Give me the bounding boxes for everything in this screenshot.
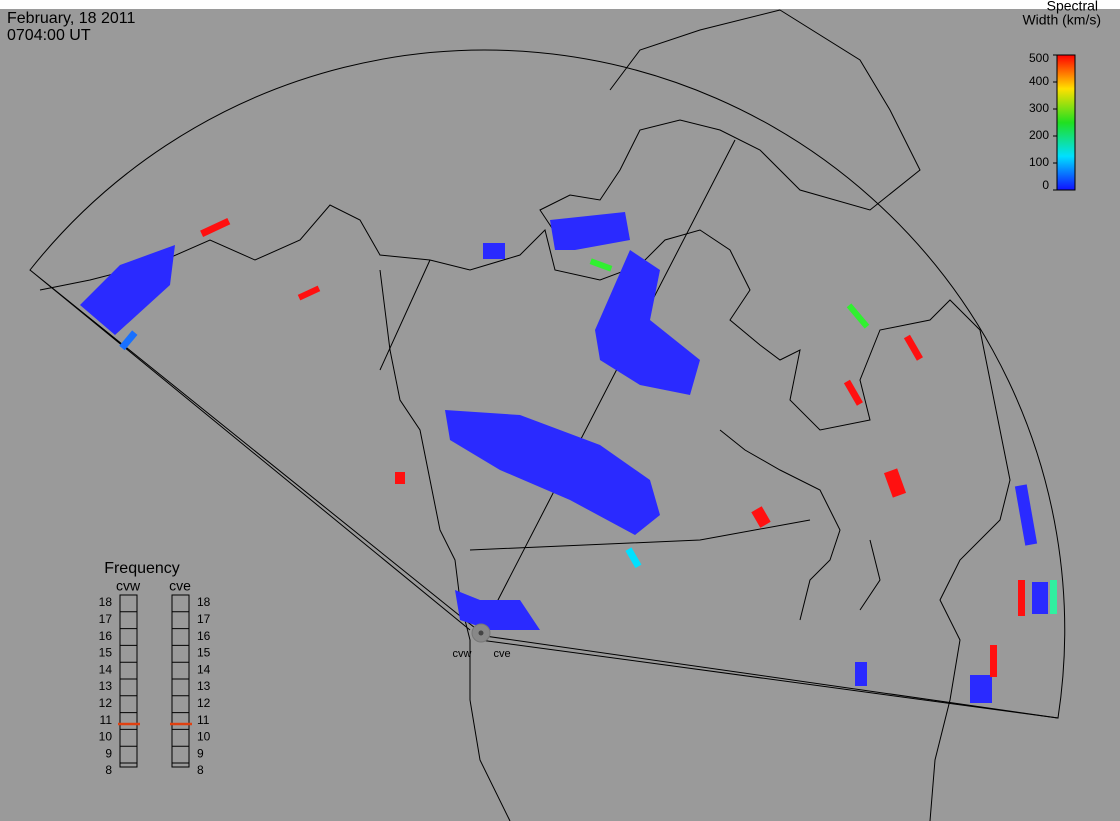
coastline bbox=[719, 429, 881, 621]
top-strip bbox=[0, 0, 1120, 9]
frequency-box bbox=[171, 594, 190, 768]
border bbox=[379, 259, 1059, 719]
frequency-box bbox=[119, 594, 138, 768]
frequency-tick-label: 8 bbox=[197, 763, 204, 777]
frequency-tick-label: 9 bbox=[105, 746, 112, 760]
frequency-tick-label: 18 bbox=[99, 595, 113, 609]
frequency-tick-label: 15 bbox=[99, 646, 113, 660]
date: February, 18 2011 bbox=[7, 10, 135, 27]
frequency-title: Frequency bbox=[104, 560, 180, 577]
radar-name: cve bbox=[169, 578, 191, 594]
colorbar-tick-label: 300 bbox=[1029, 101, 1049, 115]
frequency-tick-label: 8 bbox=[105, 763, 112, 777]
colorbar: 0 100 200 300 400 500 bbox=[1029, 51, 1076, 192]
frequency-tick-label: 11 bbox=[197, 713, 210, 727]
coastline bbox=[539, 9, 921, 241]
background bbox=[0, 9, 1120, 821]
frequency-tick-label: 14 bbox=[99, 662, 113, 676]
colorbar-tick-label: 400 bbox=[1029, 74, 1049, 88]
colorbar-tick-label: 200 bbox=[1029, 128, 1049, 142]
frequency-tick-label: 10 bbox=[99, 730, 113, 744]
frequency-tick-label: 18 bbox=[197, 595, 211, 609]
colorbar-tick-label: 100 bbox=[1029, 155, 1049, 169]
colorbar-tick-label: 0 bbox=[1042, 178, 1049, 192]
radar-label: cvw bbox=[453, 648, 472, 660]
coastline bbox=[39, 204, 1011, 821]
radar-name: cvw bbox=[116, 578, 141, 594]
colorbar-title: Width (km/s) bbox=[1022, 12, 1101, 28]
frequency-tick-label: 12 bbox=[99, 696, 113, 710]
coastline bbox=[379, 269, 511, 821]
echo-cells bbox=[80, 212, 1057, 703]
colorbar-scale bbox=[1056, 54, 1076, 191]
time: 0704:00 UT bbox=[7, 27, 91, 44]
frequency-tick-label: 17 bbox=[197, 612, 211, 626]
frequency-tick-label: 13 bbox=[99, 679, 113, 693]
frequency-tick-label: 16 bbox=[197, 629, 211, 643]
map: cvw cve bbox=[29, 9, 1066, 821]
radar-site bbox=[478, 630, 484, 636]
radar-label: cve bbox=[493, 648, 510, 660]
frequency-tick-label: 11 bbox=[100, 713, 113, 727]
frequency-tick-label: 15 bbox=[197, 646, 211, 660]
frequency-tick-label: 10 bbox=[197, 730, 211, 744]
frequency-tick-label: 14 bbox=[197, 662, 211, 676]
field-of-view bbox=[29, 49, 1066, 719]
frequency-panel: cvw 8 9 10 11 12 13 14 15 16 17 18 cve 8 9 10 11 12 13 14 15… bbox=[99, 578, 211, 777]
frequency-tick-label: 13 bbox=[197, 679, 211, 693]
colorbar-title: Spectral bbox=[1047, 0, 1098, 14]
frequency-tick-label: 9 bbox=[197, 746, 204, 760]
colorbar-tick-label: 500 bbox=[1029, 51, 1049, 65]
frequency-tick-label: 17 bbox=[99, 612, 113, 626]
frequency-tick-label: 16 bbox=[99, 629, 113, 643]
frequency-tick-label: 12 bbox=[197, 696, 211, 710]
